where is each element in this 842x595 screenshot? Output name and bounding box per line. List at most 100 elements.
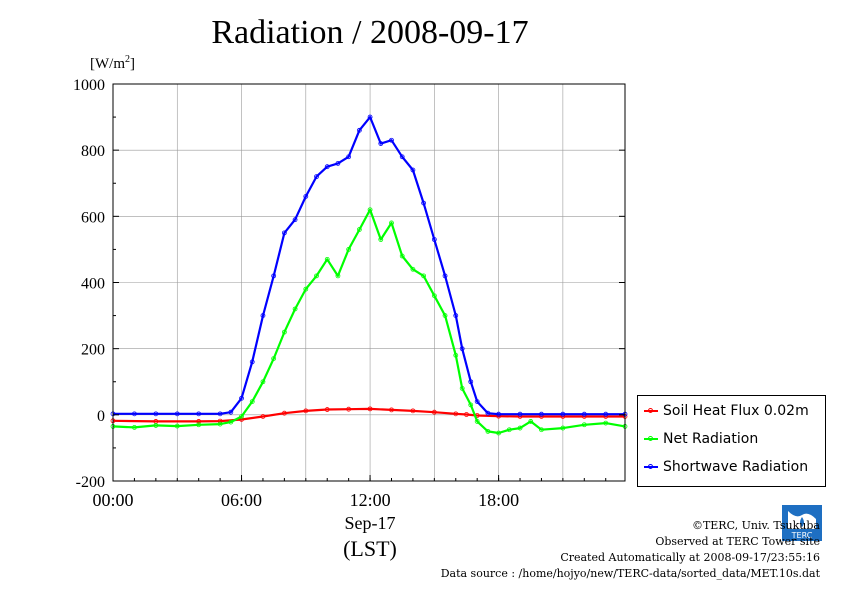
- data-point-net-radiation: [389, 220, 394, 226]
- legend-swatch-shortwave-radiation: [644, 464, 658, 469]
- data-point-soil-heat-flux: [453, 411, 459, 417]
- data-point-net-radiation: [560, 425, 566, 431]
- data-point-shortwave-radiation: [474, 399, 480, 405]
- logo-text: TERC: [791, 531, 813, 540]
- x-tick-label: 00:00: [92, 490, 133, 510]
- chart-ticks: -200 0 200 400 600 800 1000 00:00 06:00 12:00 18:0…: [73, 77, 625, 510]
- x-axis-date-label: Sep-17: [344, 513, 396, 533]
- y-tick-label: 200: [81, 342, 105, 359]
- data-point-shortwave-radiation: [324, 164, 330, 170]
- data-point-net-radiation: [431, 293, 437, 299]
- data-point-shortwave-radiation: [271, 273, 277, 279]
- data-point-net-radiation: [581, 422, 587, 428]
- x-tick-label: 18:00: [478, 490, 519, 510]
- data-point-shortwave-radiation: [431, 237, 437, 242]
- data-point-shortwave-radiation: [378, 141, 384, 146]
- data-point-net-radiation: [603, 420, 609, 426]
- legend-label-soil-heat-flux: Soil Heat Flux 0.02m: [663, 403, 809, 419]
- data-point-shortwave-radiation: [153, 411, 159, 417]
- data-point-shortwave-radiation: [560, 411, 566, 417]
- data-point-net-radiation: [217, 421, 223, 427]
- data-point-shortwave-radiation: [496, 411, 502, 417]
- data-point-shortwave-radiation: [249, 359, 255, 365]
- y-axis-unit: [W/m2]: [90, 54, 135, 73]
- data-point-soil-heat-flux: [389, 407, 394, 413]
- data-point-net-radiation: [346, 247, 352, 252]
- data-point-net-radiation: [468, 402, 474, 408]
- legend-label-net-radiation: Net Radiation: [663, 431, 759, 447]
- data-point-shortwave-radiation: [421, 200, 427, 206]
- data-point-net-radiation: [260, 379, 266, 385]
- chart-legend: Soil Heat Flux 0.02m Net Radiation Short…: [637, 395, 826, 487]
- data-point-shortwave-radiation: [335, 160, 341, 166]
- data-point-net-radiation: [485, 428, 491, 434]
- legend-item-soil-heat-flux: Soil Heat Flux 0.02m: [644, 401, 809, 421]
- y-tick-label: 1000: [73, 77, 105, 94]
- data-point-net-radiation: [196, 422, 202, 428]
- credit-site: Observed at TERC Tower site: [655, 535, 820, 548]
- data-point-soil-heat-flux: [281, 410, 287, 416]
- series-line-shortwave-radiation: [113, 115, 625, 416]
- data-point-shortwave-radiation: [517, 411, 523, 417]
- data-point-shortwave-radiation: [196, 411, 202, 417]
- data-point-shortwave-radiation: [389, 137, 394, 143]
- data-point-soil-heat-flux: [324, 407, 330, 412]
- data-point-net-radiation: [459, 385, 465, 391]
- data-point-shortwave-radiation: [459, 346, 465, 352]
- series-line-soil-heat-flux: [112, 407, 625, 423]
- data-point-net-radiation: [132, 425, 137, 430]
- data-point-soil-heat-flux: [196, 419, 202, 424]
- data-point-net-radiation: [303, 286, 309, 292]
- data-point-net-radiation: [153, 423, 159, 428]
- legend-swatch-soil-heat-flux: [644, 408, 658, 413]
- data-point-soil-heat-flux: [464, 412, 469, 417]
- data-point-net-radiation: [399, 253, 405, 259]
- legend-label-shortwave-radiation: Shortwave Radiation: [663, 459, 809, 475]
- data-point-soil-heat-flux: [260, 414, 266, 419]
- data-point-shortwave-radiation: [453, 313, 459, 318]
- data-point-shortwave-radiation: [399, 154, 405, 160]
- data-point-net-radiation: [271, 356, 277, 361]
- data-point-soil-heat-flux: [367, 406, 373, 412]
- y-tick-label: 600: [81, 209, 105, 226]
- y-axis-unit-base: [W/m: [90, 56, 125, 72]
- series-line-net-radiation: [112, 208, 626, 435]
- legend-item-net-radiation: Net Radiation: [644, 429, 758, 449]
- data-point-net-radiation: [356, 227, 362, 232]
- data-point-soil-heat-flux: [410, 408, 416, 414]
- data-point-shortwave-radiation: [260, 313, 266, 318]
- data-point-net-radiation: [292, 306, 298, 312]
- data-point-net-radiation: [314, 273, 319, 279]
- data-point-shortwave-radiation: [132, 411, 137, 417]
- credits-block: ©TERC, Univ. Tsukuba Observed at TERC To…: [441, 518, 820, 582]
- data-point-shortwave-radiation: [174, 411, 180, 417]
- data-point-shortwave-radiation: [217, 411, 223, 417]
- data-point-shortwave-radiation: [485, 410, 491, 416]
- credit-source: Data source : /home/hojyo/new/TERC-data/…: [440, 567, 820, 580]
- series-shortwave-radiation: [110, 114, 628, 417]
- data-point-shortwave-radiation: [292, 217, 298, 223]
- x-tick-label: 06:00: [221, 490, 262, 510]
- terc-logo-icon: TERC: [782, 505, 822, 541]
- data-point-net-radiation: [517, 425, 523, 431]
- data-point-shortwave-radiation: [281, 230, 287, 236]
- data-point-shortwave-radiation: [410, 167, 416, 173]
- data-point-net-radiation: [421, 273, 427, 279]
- series-net-radiation: [110, 207, 628, 436]
- legend-swatch-net-radiation: [644, 436, 658, 441]
- data-point-net-radiation: [249, 399, 255, 405]
- data-point-net-radiation: [281, 329, 287, 335]
- data-point-shortwave-radiation: [346, 154, 352, 160]
- data-point-shortwave-radiation: [442, 273, 448, 279]
- data-point-shortwave-radiation: [228, 409, 234, 415]
- data-point-net-radiation: [324, 256, 330, 262]
- data-point-net-radiation: [228, 419, 234, 425]
- data-point-shortwave-radiation: [539, 411, 544, 417]
- credit-copyright: ©TERC, Univ. Tsukuba: [691, 519, 820, 532]
- data-point-soil-heat-flux: [346, 406, 352, 412]
- y-axis-unit-close: ]: [130, 56, 135, 72]
- data-point-net-radiation: [442, 313, 448, 318]
- data-point-shortwave-radiation: [314, 174, 319, 180]
- data-point-net-radiation: [410, 266, 416, 272]
